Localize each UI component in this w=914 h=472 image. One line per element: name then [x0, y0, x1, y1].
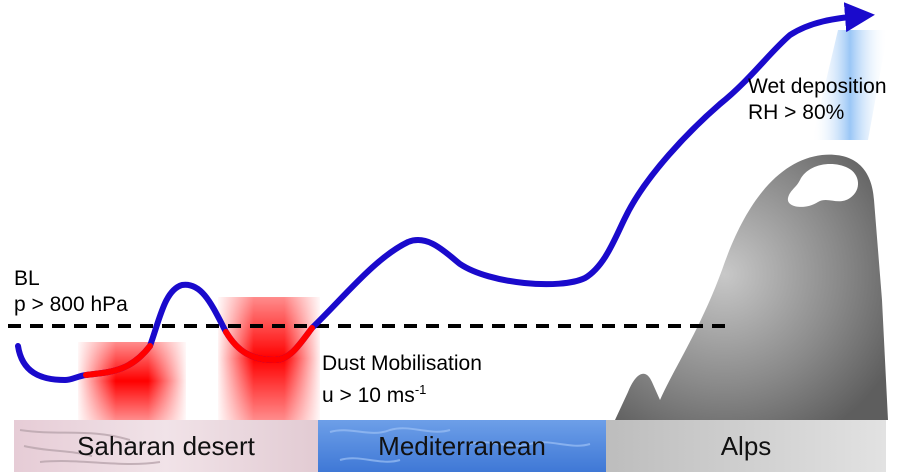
dust-mobilisation-label-line2: u > 10 ms-1 [322, 382, 427, 407]
band-mediterranean [318, 420, 606, 472]
dust-mobilisation-label-line1: Dust Mobilisation [322, 352, 482, 375]
dust-mobilisation-label: Dust Mobilisation u > 10 ms-1 [322, 351, 482, 409]
mountain [615, 154, 888, 420]
wet-deposition-label-line2: RH > 80% [748, 101, 845, 124]
mobilisation-segment-1 [83, 343, 153, 378]
desert-texture [19, 429, 161, 465]
region-label-alps: Alps [720, 431, 772, 461]
region-label-mediterranean: Mediterranean [378, 431, 546, 461]
wet-deposition-label: Wet deposition RH > 80% [748, 74, 887, 126]
wet-deposition-label-line1: Wet deposition [748, 75, 887, 98]
mobilisation-area-1 [78, 342, 186, 420]
boundary-layer-label-line2: p > 800 hPa [14, 293, 128, 316]
band-saharan-desert [14, 420, 318, 472]
mountain-snow-cap [787, 164, 859, 207]
sea-texture [329, 427, 591, 463]
mobilisation-area-2 [218, 297, 320, 420]
precipitation-streak [812, 30, 888, 140]
boundary-layer-label-line1: BL [14, 267, 40, 290]
boundary-layer-label: BL p > 800 hPa [14, 266, 128, 318]
region-label-saharan-desert: Saharan desert [77, 431, 255, 461]
band-alps [606, 420, 886, 472]
mobilisation-segment-2 [223, 325, 315, 364]
